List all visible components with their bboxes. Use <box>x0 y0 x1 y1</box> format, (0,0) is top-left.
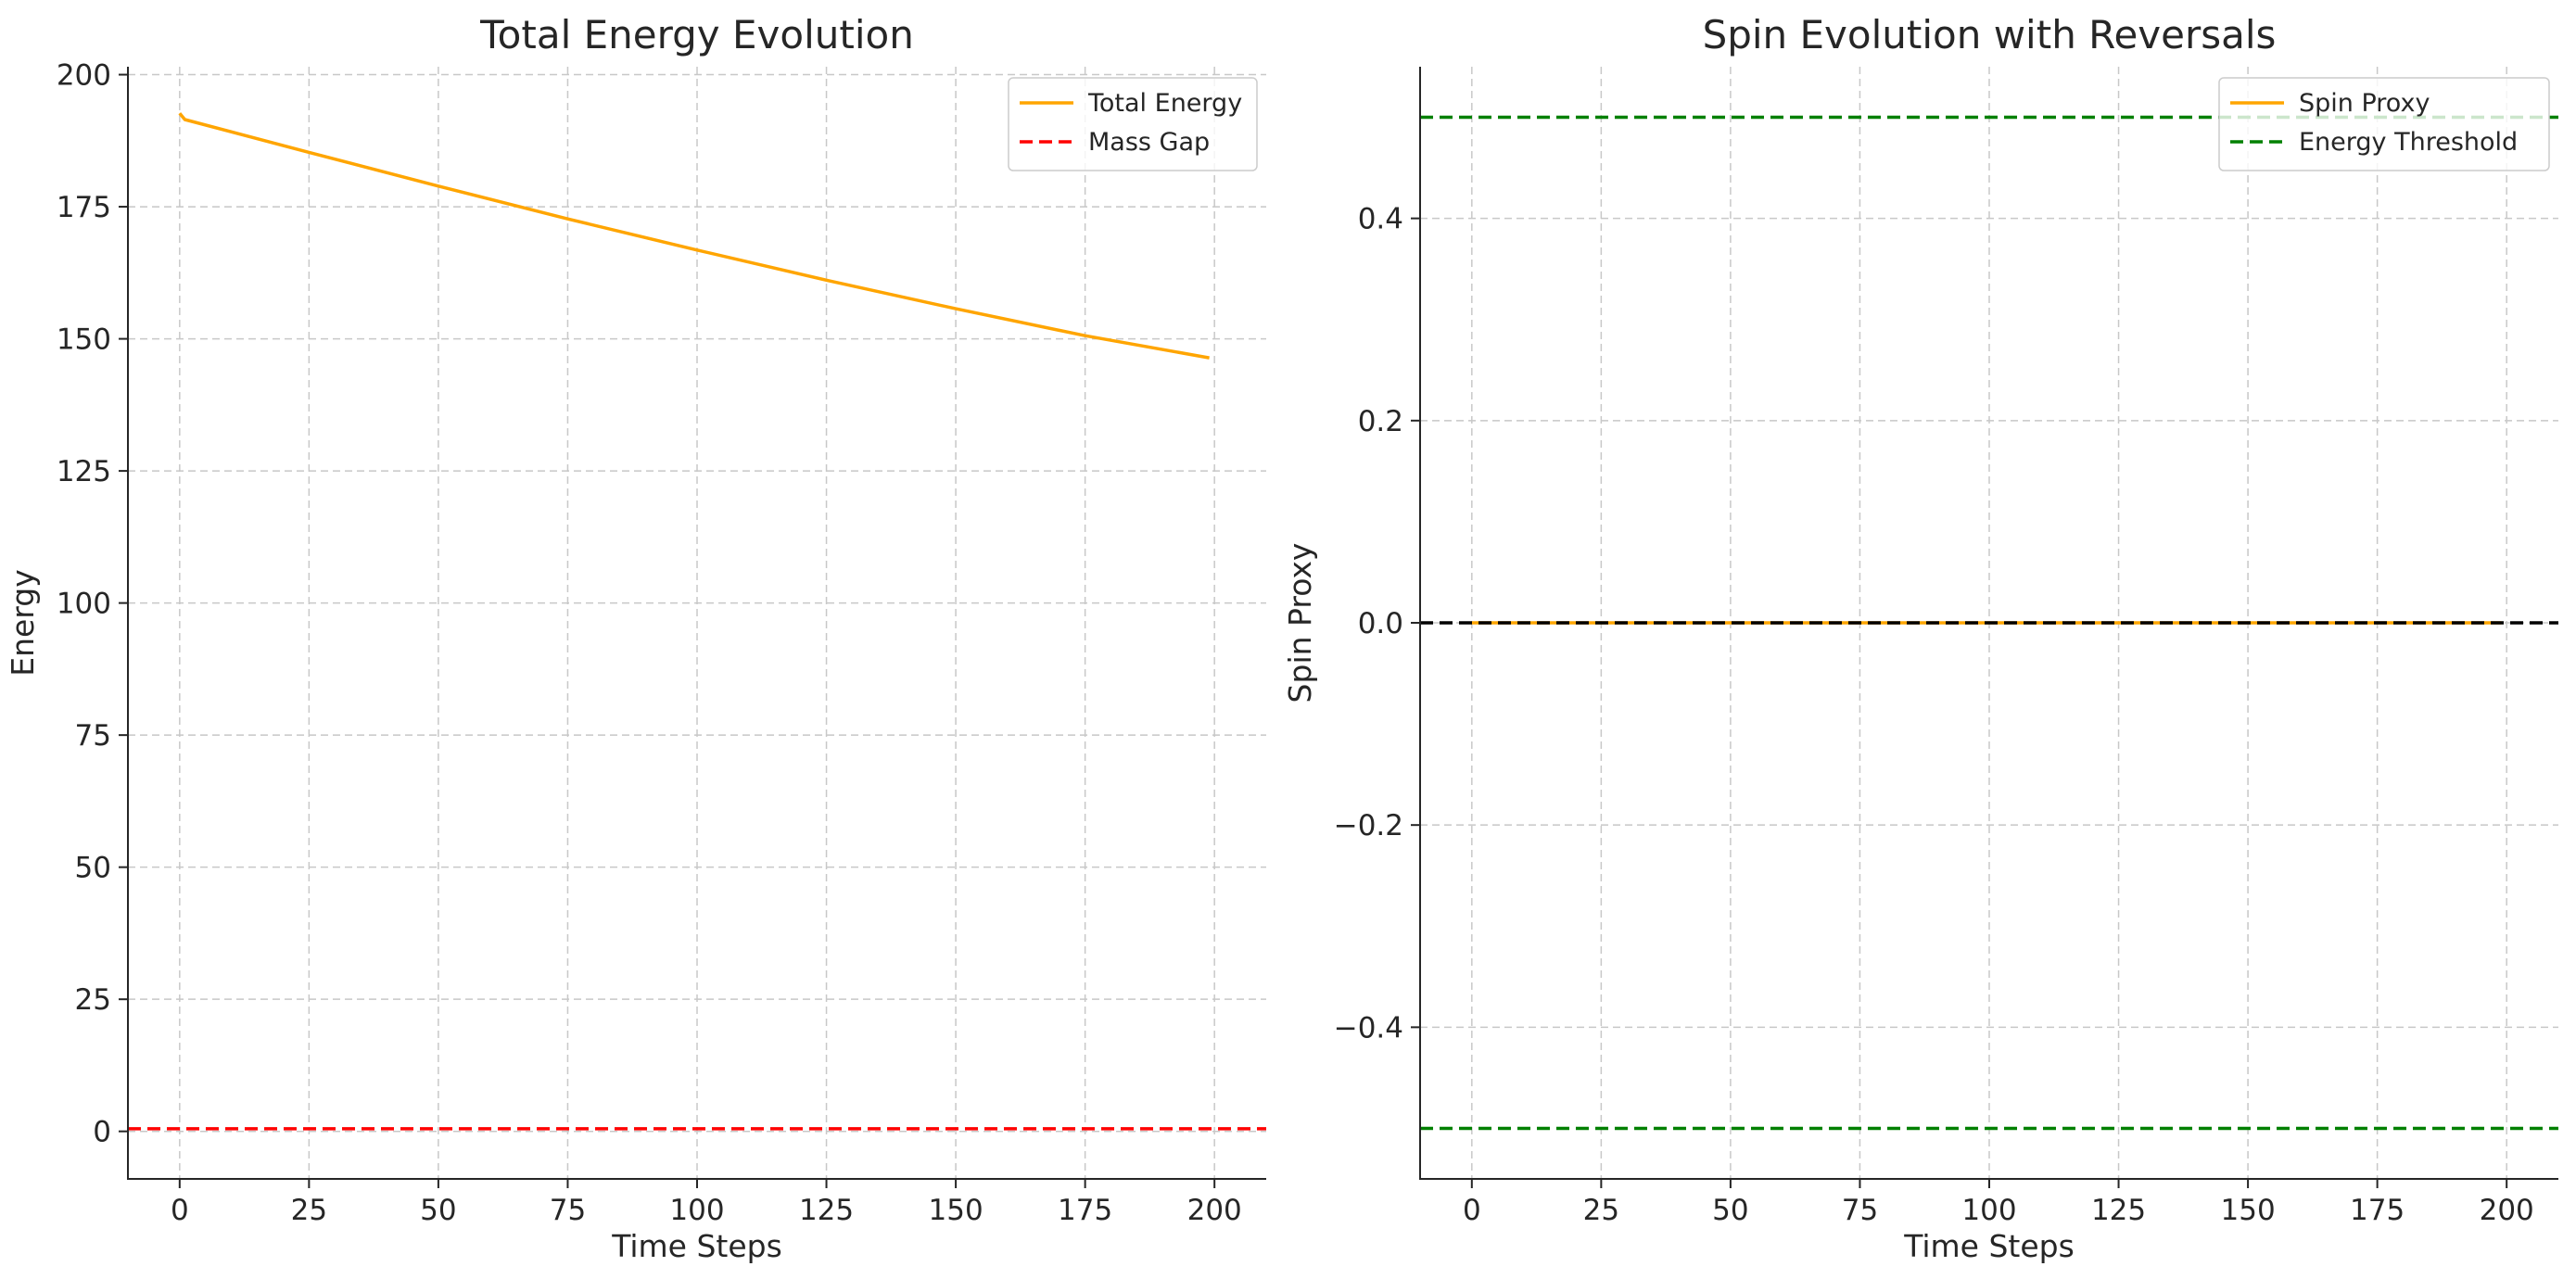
x-tick-label: 125 <box>799 1194 854 1227</box>
y-tick-label: −0.4 <box>1334 1011 1403 1045</box>
x-axis-label: Time Steps <box>1903 1228 2075 1264</box>
spin-chart: 0 25 50 75 100 125 150 175 200 −0.4 −0.2 0.0 0.2 0.4 S… <box>1282 12 2558 1264</box>
x-tick-label: 75 <box>1842 1194 1878 1227</box>
axes-spine <box>127 67 1266 1180</box>
x-axis-label: Time Steps <box>611 1228 782 1264</box>
y-tick-label: 0.4 <box>1358 203 1403 236</box>
chart-title: Spin Evolution with Reversals <box>1703 12 2277 57</box>
x-tick-label: 125 <box>2091 1194 2146 1227</box>
x-tick-label: 25 <box>291 1194 327 1227</box>
y-tick-label: 0.0 <box>1358 607 1403 640</box>
x-tick-label: 25 <box>1583 1194 1619 1227</box>
y-tick-label: 175 <box>57 191 111 224</box>
x-tick-label: 50 <box>1712 1194 1748 1227</box>
y-tick-label: 150 <box>57 323 111 357</box>
y-tick-label: 25 <box>75 983 111 1017</box>
legend-box <box>1008 77 1258 171</box>
y-tick-label: 125 <box>57 455 111 488</box>
x-tick-label: 75 <box>550 1194 586 1227</box>
x-tick-label: 175 <box>2350 1194 2405 1227</box>
axes-spine <box>1419 67 2558 1180</box>
x-tick-label: 200 <box>1187 1194 1242 1227</box>
x-tick-label: 150 <box>2221 1194 2276 1227</box>
y-tick-label: 0 <box>93 1116 111 1149</box>
chart-title: Total Energy Evolution <box>479 12 914 57</box>
y-axis-label: Spin Proxy <box>1282 543 1318 703</box>
y-tick-label: −0.2 <box>1334 809 1403 842</box>
x-tick-label: 100 <box>669 1194 724 1227</box>
y-tick-label: 75 <box>75 719 111 753</box>
x-tick-label: 175 <box>1058 1194 1112 1227</box>
x-tick-label: 0 <box>1463 1194 1481 1227</box>
legend-label: Spin Proxy <box>2299 89 2430 118</box>
legend-label: Total Energy <box>1087 89 1242 118</box>
x-tick-label: 150 <box>929 1194 983 1227</box>
legend-box <box>2218 77 2550 171</box>
y-tick-label: 50 <box>75 852 111 885</box>
legend-label: Mass Gap <box>1088 128 1210 157</box>
energy-chart: 0 25 50 75 100 125 150 175 200 0 25 50 75 100 125 150 17… <box>5 12 1266 1264</box>
x-tick-label: 50 <box>420 1194 456 1227</box>
total-energy-line <box>178 112 1210 360</box>
legend-label: Energy Threshold <box>2299 128 2518 157</box>
y-tick-label: 200 <box>57 59 111 93</box>
y-tick-label: 100 <box>57 588 111 621</box>
y-tick-label: 0.2 <box>1358 405 1403 438</box>
x-tick-label: 0 <box>171 1194 189 1227</box>
y-axis-label: Energy <box>5 569 41 677</box>
x-tick-label: 100 <box>1961 1194 2016 1227</box>
x-tick-label: 200 <box>2480 1194 2534 1227</box>
